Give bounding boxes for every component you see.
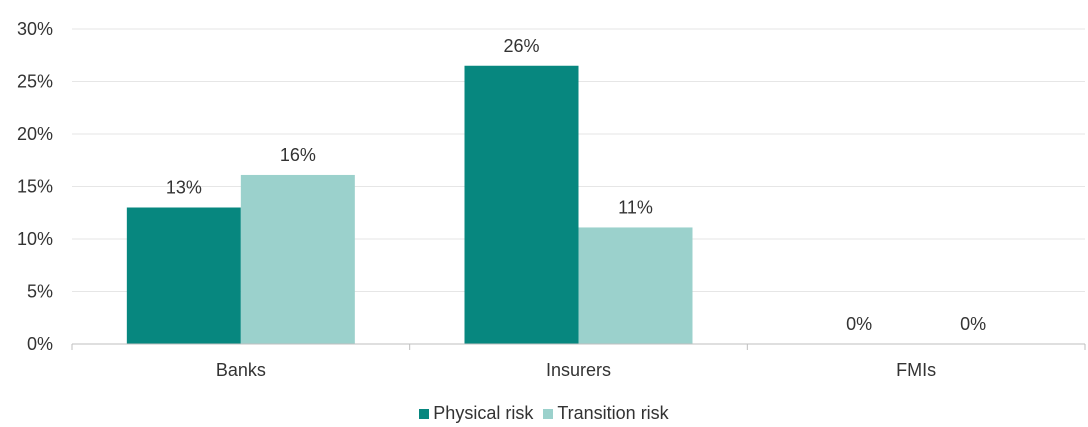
data-labels: 13% 26% 0% 16% 11% 0%	[166, 36, 986, 334]
y-tick-label: 10%	[17, 229, 53, 249]
bar	[240, 174, 355, 344]
legend-item-transition: Transition risk	[543, 403, 669, 424]
data-label: 13%	[166, 178, 202, 198]
bar	[578, 227, 693, 344]
data-label: 16%	[280, 145, 316, 165]
y-tick-label: 5%	[27, 282, 53, 302]
category-label: FMIs	[896, 360, 936, 380]
y-tick-label: 30%	[17, 19, 53, 39]
bar	[126, 207, 241, 344]
bars	[126, 65, 693, 344]
data-label: 11%	[618, 197, 653, 217]
data-label: 0%	[960, 314, 986, 334]
legend-item-physical: Physical risk	[419, 403, 533, 424]
bar	[464, 65, 579, 344]
y-tick-label: 0%	[27, 334, 53, 354]
x-axis: Banks Insurers FMIs	[71, 343, 1086, 380]
legend: Physical risk Transition risk	[0, 400, 1088, 427]
data-label: 26%	[503, 36, 539, 56]
y-tick-label: 15%	[17, 177, 53, 197]
legend-swatch-physical	[419, 408, 430, 419]
y-axis-ticks: 0% 5% 10% 15% 20% 25% 30%	[17, 19, 53, 354]
bar-chart: 0% 5% 10% 15% 20% 25% 30% 13% 26% 0% 16% 11% 0% Ban…	[17, 19, 1086, 380]
y-tick-label: 20%	[17, 124, 53, 144]
category-label: Insurers	[546, 360, 611, 380]
y-tick-label: 25%	[17, 72, 53, 92]
legend-swatch-transition	[543, 408, 554, 419]
legend-label-physical: Physical risk	[433, 403, 534, 423]
data-label: 0%	[846, 314, 872, 334]
legend-label-transition: Transition risk	[557, 403, 669, 423]
category-label: Banks	[216, 360, 266, 380]
